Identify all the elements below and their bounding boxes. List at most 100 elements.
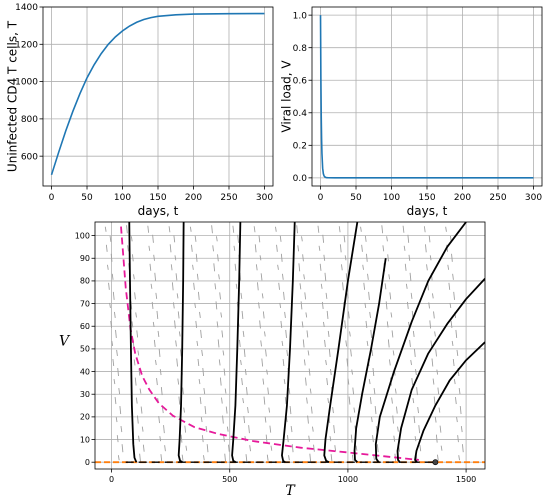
vector-arrow [222,415,224,424]
vector-arrow [339,244,342,253]
vector-arrow [374,406,377,415]
vector-arrow [384,283,387,290]
vector-arrow [131,321,134,328]
vector-arrow [365,253,368,262]
x-tick-label: 0 [109,475,114,484]
vector-arrow [241,310,244,319]
vector-arrow [134,377,137,386]
vector-arrow [360,226,362,232]
t-nullcline [120,226,419,461]
vector-arrow [393,435,396,442]
phase-equilibrium [432,459,439,466]
vector-arrow [262,378,265,385]
vector-arrow [245,454,248,462]
vector-arrow [254,244,257,253]
vector-arrow [264,416,267,423]
vector-arrow [170,264,173,271]
vector-arrow [350,349,352,357]
y-tick-label: 20 [80,413,90,422]
vector-arrow [155,292,158,299]
vector-arrow [204,406,207,415]
vector-arrow [233,245,236,251]
vector-arrow [150,283,153,289]
vector-arrow [131,254,134,262]
x-tick-label: 250 [489,193,506,203]
vector-arrow [376,444,379,453]
vector-arrow [219,292,221,300]
vector-arrow [109,235,112,242]
vector-arrow [164,445,166,452]
vector-arrow [434,331,436,337]
vector-arrow [179,349,182,357]
trajectory [128,222,138,463]
cd4-line [50,12,265,176]
vector-arrow [247,407,249,414]
vector-arrow [284,397,287,405]
y-tick-label: 0.0 [293,174,308,184]
vector-arrow [407,301,409,309]
vector-arrow [108,282,110,290]
vector-arrow [174,255,177,261]
vector-arrow [213,263,216,272]
vector-arrow [290,426,293,433]
vector-arrow [429,320,432,329]
vector-arrow [403,245,406,251]
vector-arrow [130,236,133,242]
vector-arrow [240,292,243,299]
vector-arrow [249,445,251,452]
y-tick-label: 1.0 [293,11,308,21]
vector-arrow [391,330,394,338]
y-tick-label: 0.8 [293,44,308,54]
vector-arrow [334,445,337,452]
x-tick-label: 300 [525,193,542,203]
vector-arrow [323,254,326,261]
cd4-grid [43,6,273,186]
vector-arrow [301,236,303,242]
vector-arrow [345,340,348,347]
vector-arrow [330,454,333,462]
vector-arrow [305,312,308,318]
vector-arrow [178,331,181,337]
vector-arrow [437,387,440,395]
vector-arrow [195,320,198,328]
vector-arrow [302,339,305,348]
vector-arrow [175,340,177,347]
vector-arrow [115,329,117,338]
vector-arrow [158,416,160,424]
y-tick-label: 0 [85,458,90,467]
vector-arrow [364,302,367,308]
vector-arrow [326,310,329,319]
vector-arrow [404,263,407,271]
vector-arrow [201,435,204,443]
vector-arrow [298,263,301,272]
vector-arrow [162,407,164,414]
vector-arrow [408,254,411,261]
viral-y-axis-label: Viral load, V [280,60,294,133]
vector-arrow [350,434,353,443]
vector-arrow [113,378,116,385]
vector-arrow [139,453,141,462]
vector-arrow [221,330,224,338]
vector-arrow [258,302,260,309]
vector-arrow [288,455,290,461]
vector-arrow [405,283,408,289]
vector-arrow [141,426,144,432]
cd4-time-chart: 0 50 100 150 200 250 300 600 800 1000 1200 1400 day… [6,3,274,218]
vector-arrow [452,273,454,280]
vector-arrow [439,425,442,433]
vector-arrow [243,348,246,358]
cd4-ticks: 0 50 100 150 200 250 300 600 800 1000 1200 1400 [15,3,273,203]
vector-arrow [267,387,269,395]
vector-arrow [105,244,108,252]
vector-arrow [194,235,197,242]
equilibrium-point [432,459,439,466]
vector-arrow [402,225,405,233]
vector-arrow [107,264,109,270]
vector-arrow [413,348,416,358]
vector-arrow [458,455,460,461]
vector-arrow [180,434,183,443]
vector-arrow [300,301,303,310]
vector-arrow [386,321,389,328]
vector-arrow [352,387,355,395]
vector-arrow [361,244,363,252]
